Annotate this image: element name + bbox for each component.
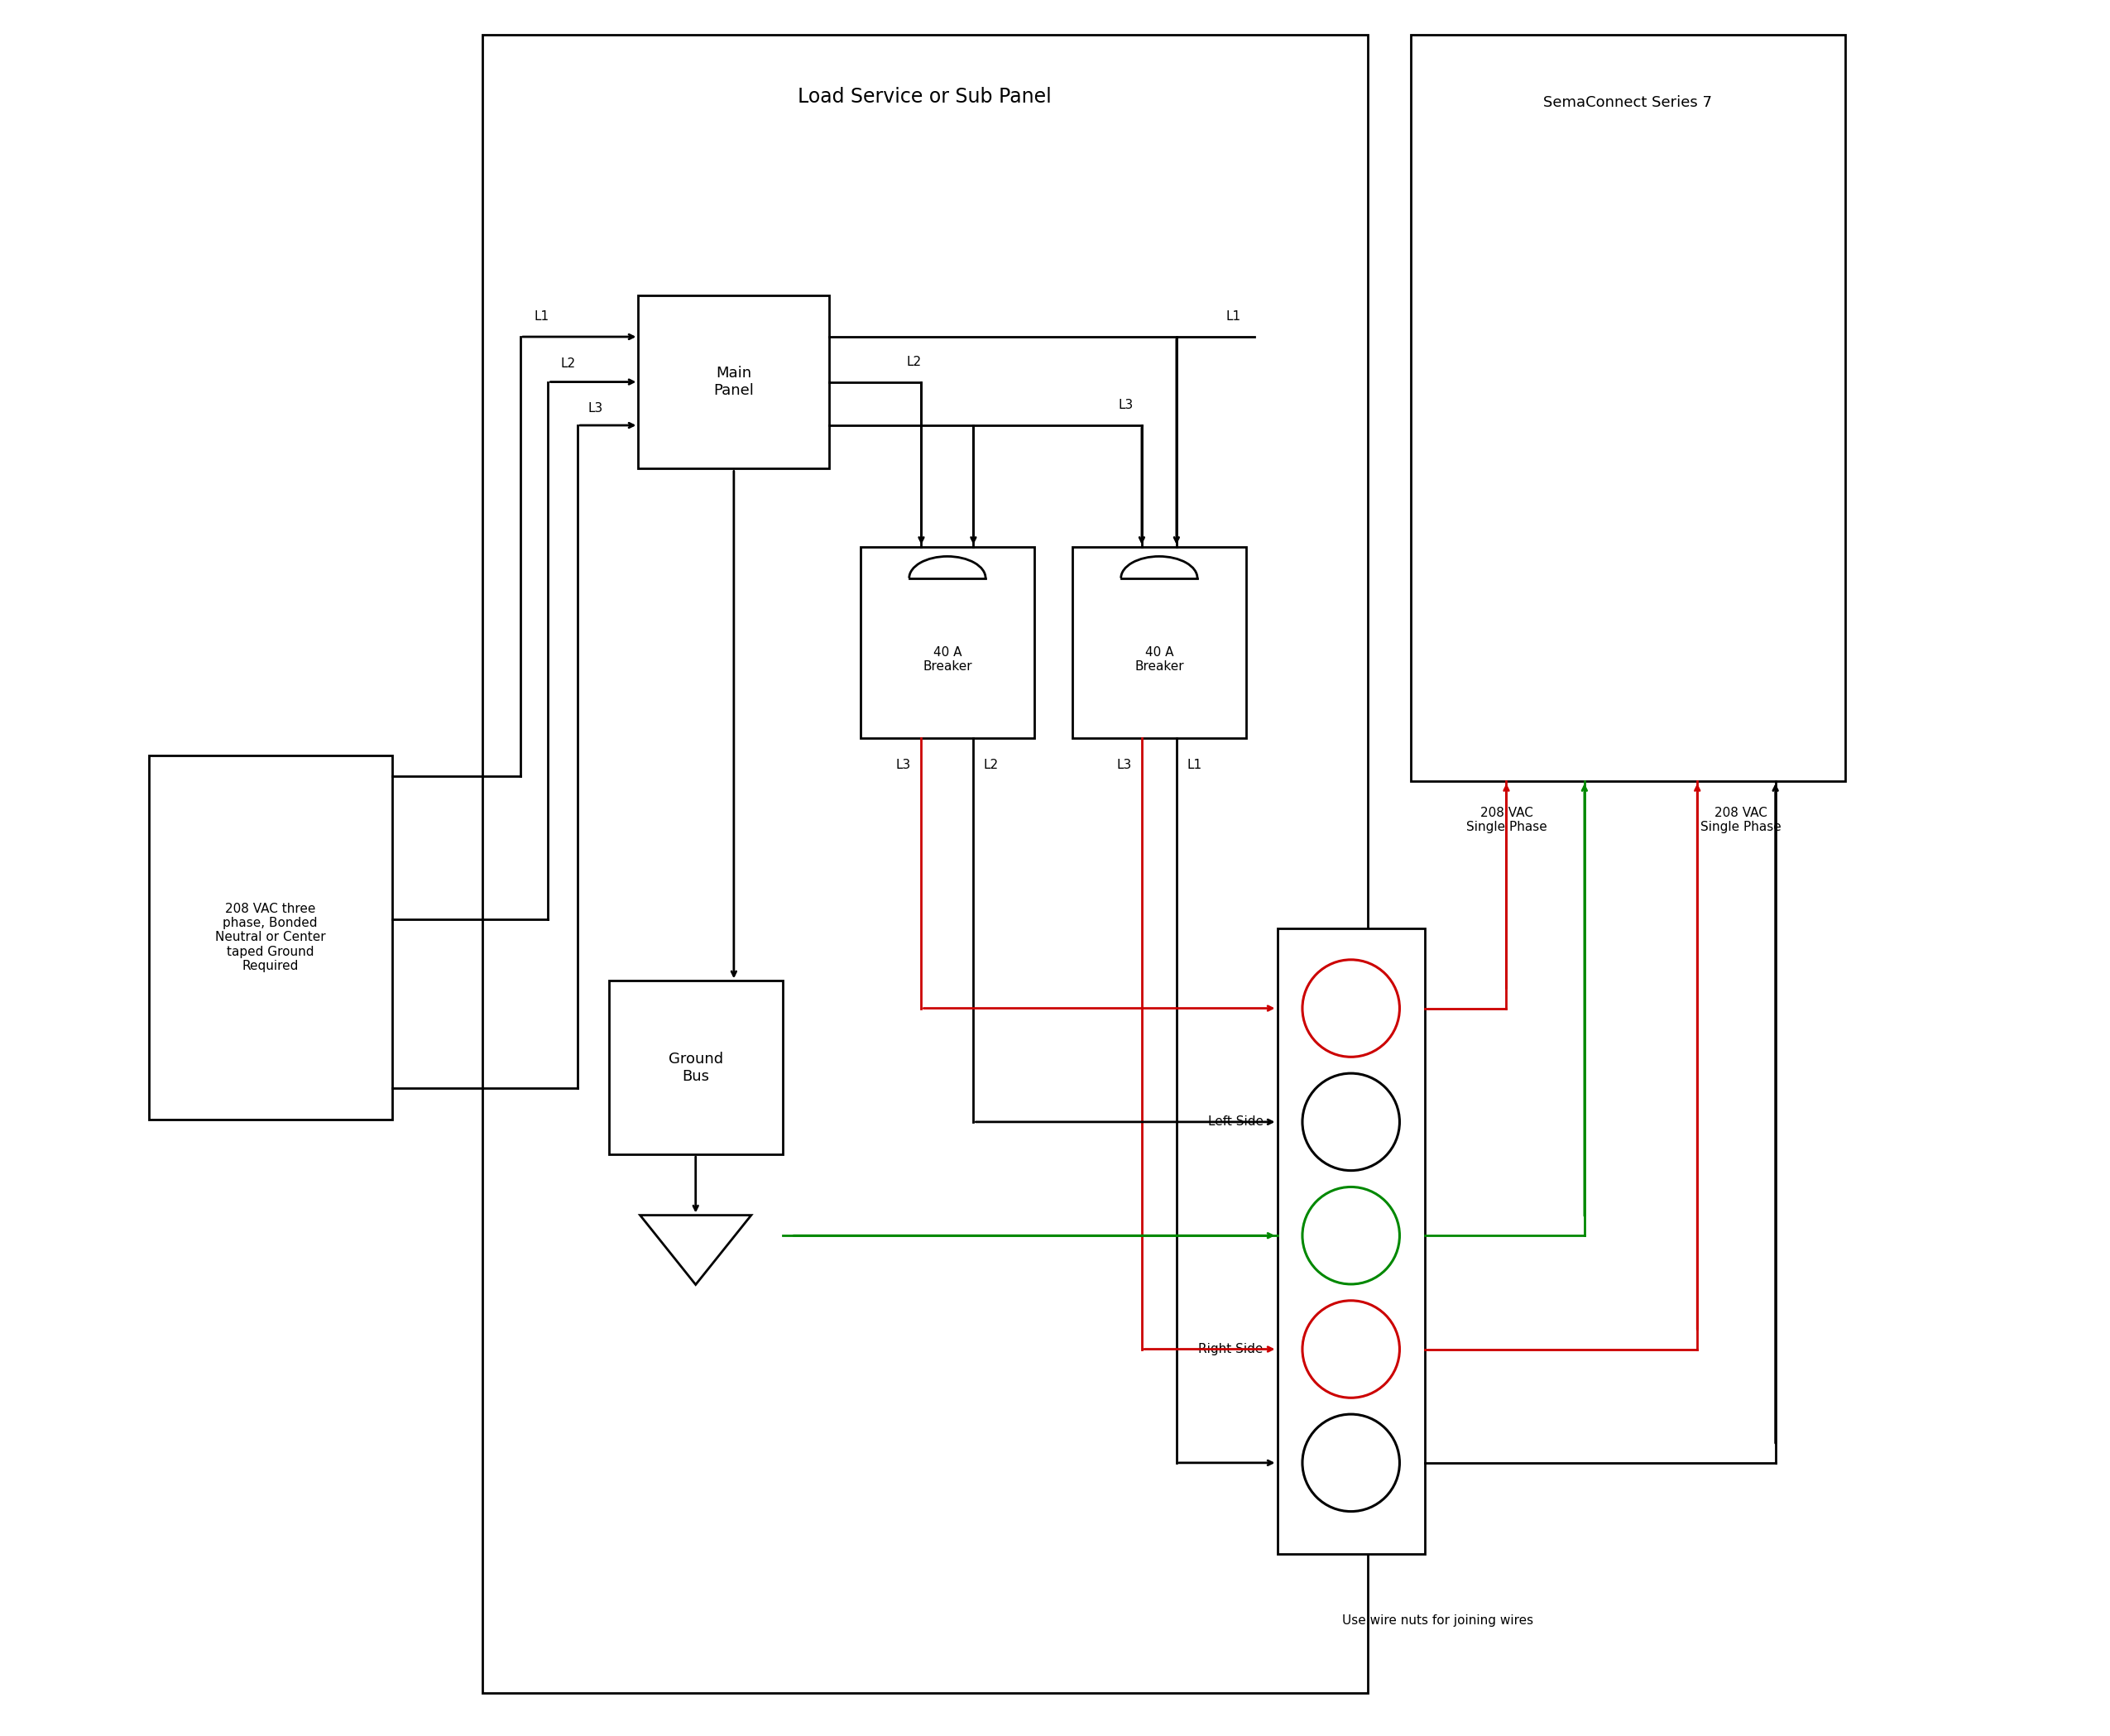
Bar <box>861 547 1034 738</box>
Bar <box>610 981 783 1154</box>
Bar <box>150 755 392 1120</box>
Bar <box>1412 35 1844 781</box>
Text: 40 A
Breaker: 40 A Breaker <box>1135 646 1184 674</box>
Text: Right Side: Right Side <box>1198 1344 1264 1356</box>
Text: L3: L3 <box>1118 399 1133 411</box>
Bar <box>639 295 829 469</box>
Text: L1: L1 <box>1188 759 1203 771</box>
Text: Ground
Bus: Ground Bus <box>669 1052 724 1083</box>
Text: L3: L3 <box>1116 759 1131 771</box>
Text: 208 VAC
Single Phase: 208 VAC Single Phase <box>1701 807 1781 833</box>
Text: SemaConnect Series 7: SemaConnect Series 7 <box>1545 95 1713 111</box>
Text: 208 VAC
Single Phase: 208 VAC Single Phase <box>1466 807 1547 833</box>
Text: Use wire nuts for joining wires: Use wire nuts for joining wires <box>1342 1614 1534 1627</box>
Text: Main
Panel: Main Panel <box>713 366 753 398</box>
Bar <box>1072 547 1247 738</box>
Text: L1: L1 <box>534 311 549 323</box>
Text: L2: L2 <box>561 358 576 370</box>
Text: Left Side: Left Side <box>1207 1116 1264 1128</box>
Text: L3: L3 <box>897 759 912 771</box>
Text: L2: L2 <box>907 356 922 368</box>
Text: Load Service or Sub Panel: Load Service or Sub Panel <box>798 87 1051 106</box>
Text: 208 VAC three
phase, Bonded
Neutral or Center
taped Ground
Required: 208 VAC three phase, Bonded Neutral or C… <box>215 903 325 972</box>
Text: L1: L1 <box>1226 311 1241 323</box>
Bar <box>481 35 1367 1693</box>
Text: 40 A
Breaker: 40 A Breaker <box>922 646 973 674</box>
Text: L3: L3 <box>589 403 603 415</box>
Text: L2: L2 <box>983 759 998 771</box>
Bar <box>1277 929 1424 1554</box>
